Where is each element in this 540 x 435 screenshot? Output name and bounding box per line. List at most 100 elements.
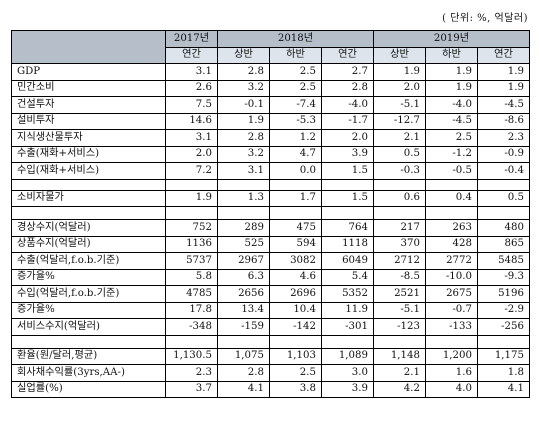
row-label: 증가율% <box>11 268 166 286</box>
year-2019-header: 2019년 <box>373 30 530 48</box>
empty-cell <box>217 206 270 220</box>
value-cell: 525 <box>217 235 270 253</box>
table-row: 건설투자 7.5 -0.1 -7.4 -4.0 -5.1 -4.0 -4.5 <box>11 96 530 114</box>
row-label: 소비자물가 <box>11 189 166 207</box>
value-cell: 2.0 <box>373 79 426 97</box>
value-cell: 3.8 <box>269 380 322 398</box>
row-label: 수출(억달러,f.o.b.기준) <box>11 252 166 270</box>
value-cell: 1.5 <box>321 162 374 180</box>
value-cell: 2712 <box>373 252 426 270</box>
spacer-row <box>11 334 530 349</box>
value-cell: 6.3 <box>217 268 270 286</box>
value-cell: -4.0 <box>425 96 478 114</box>
empty-cell <box>11 178 166 191</box>
value-cell: 4.2 <box>373 380 426 398</box>
value-cell: 17.8 <box>165 301 218 319</box>
value-cell: 1.8 <box>477 364 530 382</box>
value-cell: 5352 <box>321 285 374 303</box>
row-label: 설비투자 <box>11 112 166 130</box>
value-cell: -0.9 <box>477 145 530 163</box>
value-cell: 2.5 <box>269 63 322 81</box>
economic-outlook-table: 2017년 2018년 2019년 연간 상반 하반 연간 상반 하반 연간 G… <box>11 30 530 398</box>
value-cell: 5.4 <box>321 268 374 286</box>
value-cell: 1.5 <box>321 189 374 207</box>
value-cell: 1.3 <box>217 189 270 207</box>
value-cell: 3.2 <box>217 79 270 97</box>
empty-cell <box>321 206 374 220</box>
empty-cell <box>165 178 218 191</box>
period-header: 하반 <box>269 46 322 64</box>
table-row: 수출(재화+서비스) 2.0 3.2 4.7 3.9 0.5 -1.2 -0.9 <box>11 145 530 163</box>
value-cell: -4.5 <box>425 112 478 130</box>
value-cell: 1,175 <box>477 347 530 365</box>
value-cell: -0.1 <box>217 96 270 114</box>
value-cell: -1.7 <box>321 112 374 130</box>
value-cell: 0.5 <box>477 189 530 207</box>
value-cell: 480 <box>477 219 530 237</box>
row-label: 상품수지(억달러) <box>11 235 166 253</box>
year-2017-header: 2017년 <box>165 30 218 48</box>
value-cell: 2.5 <box>269 364 322 382</box>
value-cell: 3.9 <box>321 380 374 398</box>
value-cell: 4.7 <box>269 145 322 163</box>
value-cell: 1136 <box>165 235 218 253</box>
value-cell: 5.8 <box>165 268 218 286</box>
value-cell: 1.7 <box>269 189 322 207</box>
empty-cell <box>321 334 374 349</box>
value-cell: 4785 <box>165 285 218 303</box>
value-cell: -159 <box>217 318 270 336</box>
empty-cell <box>269 178 322 191</box>
value-cell: -9.3 <box>477 268 530 286</box>
table-row: 설비투자 14.6 1.9 -5.3 -1.7 -12.7 -4.5 -8.6 <box>11 112 530 130</box>
value-cell: 3.1 <box>217 162 270 180</box>
row-label: 수입(재화+서비스) <box>11 162 166 180</box>
row-label: 증가율% <box>11 301 166 319</box>
value-cell: 1.9 <box>477 63 530 81</box>
table-row: 수입(재화+서비스) 7.2 3.1 0.0 1.5 -0.3 -0.5 -0.4 <box>11 162 530 180</box>
value-cell: 2.8 <box>217 63 270 81</box>
period-header: 하반 <box>425 46 478 64</box>
value-cell: 2.1 <box>373 129 426 147</box>
value-cell: 263 <box>425 219 478 237</box>
empty-cell <box>425 206 478 220</box>
value-cell: 3.0 <box>321 364 374 382</box>
table-row: 상품수지(억달러) 1136 525 594 1118 370 428 865 <box>11 235 530 253</box>
value-cell: -133 <box>425 318 478 336</box>
value-cell: -8.6 <box>477 112 530 130</box>
value-cell: 1,130.5 <box>165 347 218 365</box>
value-cell: 0.6 <box>373 189 426 207</box>
row-label: 회사채수익률(3yrs,AA-) <box>11 364 166 382</box>
table-row: 지식생산물투자 3.1 2.8 1.2 2.0 2.1 2.5 2.3 <box>11 129 530 147</box>
value-cell: 428 <box>425 235 478 253</box>
empty-cell <box>269 206 322 220</box>
value-cell: 1,103 <box>269 347 322 365</box>
value-cell: 764 <box>321 219 374 237</box>
table-row: 증가율% 17.8 13.4 10.4 11.9 -5.1 -0.7 -2.9 <box>11 301 530 319</box>
empty-cell <box>477 334 530 349</box>
table-row: 서비스수지(억달러) -348 -159 -142 -301 -123 -133 -256 <box>11 318 530 336</box>
unit-note: ( 단위: %, 억달러) <box>442 13 528 24</box>
table-row: 소비자물가 1.9 1.3 1.7 1.5 0.6 0.4 0.5 <box>11 189 530 207</box>
value-cell: 4.0 <box>425 380 478 398</box>
value-cell: 1118 <box>321 235 374 253</box>
row-label: 민간소비 <box>11 79 166 97</box>
value-cell: 3082 <box>269 252 322 270</box>
value-cell: -142 <box>269 318 322 336</box>
value-cell: 0.0 <box>269 162 322 180</box>
value-cell: 5485 <box>477 252 530 270</box>
empty-cell <box>11 334 166 349</box>
table-row: 실업률(%) 3.7 4.1 3.8 3.9 4.2 4.0 4.1 <box>11 380 530 398</box>
empty-cell <box>373 178 426 191</box>
value-cell: -0.5 <box>425 162 478 180</box>
value-cell: 14.6 <box>165 112 218 130</box>
value-cell: 4.1 <box>217 380 270 398</box>
value-cell: 370 <box>373 235 426 253</box>
value-cell: -4.0 <box>321 96 374 114</box>
spacer-row <box>11 206 530 220</box>
value-cell: 475 <box>269 219 322 237</box>
value-cell: 1.6 <box>425 364 478 382</box>
value-cell: 1.9 <box>165 189 218 207</box>
value-cell: 2.7 <box>321 63 374 81</box>
period-header: 연간 <box>477 46 530 64</box>
table-row: 환율(원/달러,평균) 1,130.5 1,075 1,103 1,089 1,148 1,… <box>11 347 530 365</box>
